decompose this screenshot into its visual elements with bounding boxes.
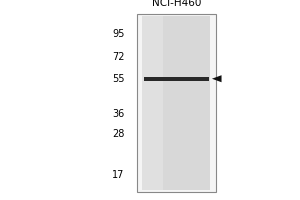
Text: 55: 55 [112,74,124,84]
Text: 36: 36 [112,109,124,119]
Text: 17: 17 [112,170,124,180]
Text: 95: 95 [112,29,124,39]
Text: 72: 72 [112,52,124,62]
Bar [142,16,210,190]
Bar [142,16,163,190]
Text: 28: 28 [112,129,124,139]
Text: NCI-H460: NCI-H460 [152,0,201,8]
Bar [144,77,209,81]
Polygon shape [212,75,221,82]
Bar [136,14,216,192]
